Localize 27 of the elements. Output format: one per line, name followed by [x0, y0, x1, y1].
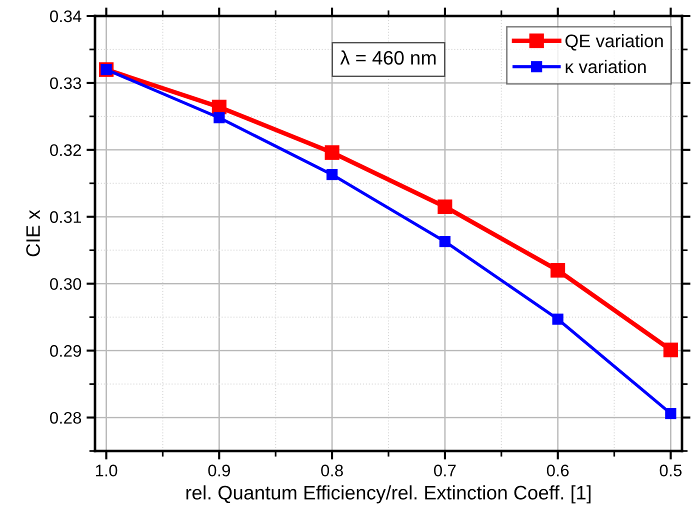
legend-label: κ variation — [566, 60, 646, 74]
point — [324, 145, 340, 160]
point — [326, 169, 338, 180]
point — [550, 263, 566, 278]
y-tick-label: 0.29 — [50, 345, 82, 357]
point — [439, 236, 450, 248]
x-tick-label: 1.0 — [96, 464, 118, 476]
x-tick-label: 0.6 — [546, 464, 569, 476]
x-tick-label: 0.9 — [208, 464, 230, 476]
x-tick-label: 0.8 — [321, 464, 343, 476]
y-tick-label: 0.30 — [50, 278, 82, 290]
y-tick-label: 0.31 — [50, 211, 81, 223]
y-tick-label: 0.28 — [50, 412, 82, 424]
x-axis-title: rel. Quantum Efficiency/rel. Extinction Coeff. [1] — [186, 485, 590, 504]
y-tick-label: 0.32 — [50, 144, 81, 156]
legend-label: QE variation — [565, 34, 663, 51]
annotation: λ = 460 nm — [340, 50, 436, 65]
point — [214, 112, 225, 124]
x-tick-label: 0.7 — [434, 464, 456, 476]
point — [663, 342, 678, 358]
y-axis-title: CIE x — [26, 210, 40, 256]
point — [438, 199, 452, 214]
point — [665, 408, 676, 420]
point — [552, 314, 564, 325]
x-tick-label: 0.5 — [660, 464, 682, 476]
y-tick-label: 0.34 — [50, 10, 82, 22]
y-tick-label: 0.33 — [50, 77, 82, 90]
